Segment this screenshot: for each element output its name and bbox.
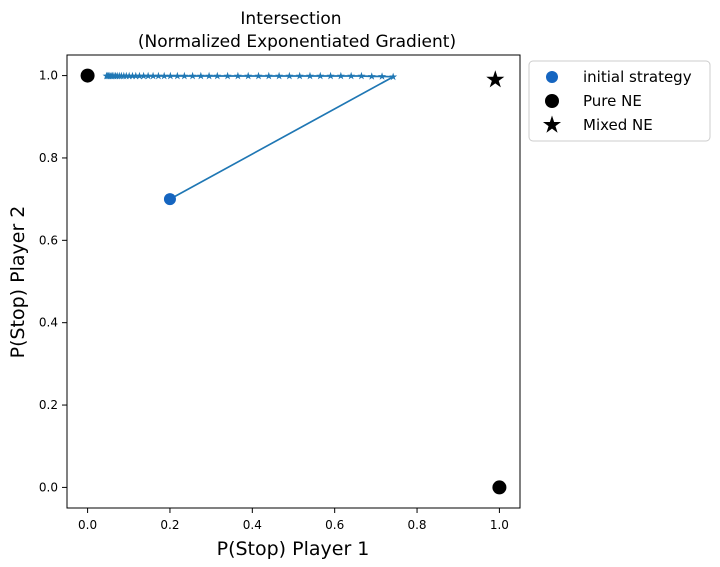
pure-ne-point <box>492 480 507 495</box>
legend-marker-mixed-ne <box>542 115 562 133</box>
trajectory-point <box>139 71 148 80</box>
legend-label-mixed-ne: Mixed NE <box>583 116 653 134</box>
y-tick-label: 0.2 <box>39 398 58 412</box>
trajectory-point <box>254 71 263 80</box>
trajectory-point <box>160 71 169 80</box>
plot-frame <box>66 54 521 509</box>
trajectory-point <box>305 71 314 80</box>
trajectory-point <box>125 71 134 80</box>
trajectory-point <box>347 71 356 80</box>
chart-title: Intersection <box>240 9 341 29</box>
trajectory-point <box>173 71 182 80</box>
trajectory-point <box>357 71 366 80</box>
trajectory-point <box>285 71 294 80</box>
pure-ne-point <box>80 68 95 83</box>
y-tick-label: 0.8 <box>39 151 58 165</box>
trajectory-point <box>336 71 345 80</box>
mixed-ne-point <box>486 70 505 88</box>
trajectory-point <box>205 71 214 80</box>
legend-marker-initial-strategy <box>546 71 558 83</box>
trajectory-point <box>144 71 153 80</box>
y-tick-label: 1.0 <box>39 69 58 83</box>
trajectory-point <box>233 71 242 80</box>
trajectory-point <box>223 71 232 80</box>
x-tick-label: 0.2 <box>160 518 179 532</box>
trajectory-point <box>180 71 189 80</box>
x-tick-label: 0.4 <box>243 518 262 532</box>
legend-frame <box>528 60 711 142</box>
trajectory-point <box>295 71 304 80</box>
y-tick-label: 0.4 <box>39 316 58 330</box>
data-marks <box>80 68 507 495</box>
chart-subtitle: (Normalized Exponentiated Gradient) <box>138 32 456 52</box>
plot-area: 0.0 0.2 0.4 0.6 0.8 1.0 0.0 0.2 0.4 0.6 0.8 1.0 <box>39 54 521 532</box>
trajectory-line <box>106 75 397 200</box>
y-tick-label: 0.6 <box>39 233 58 247</box>
legend-label-initial-strategy: initial strategy <box>583 68 692 86</box>
trajectory-point <box>128 71 137 80</box>
axis-ticks: 0.0 0.2 0.4 0.6 0.8 1.0 0.0 0.2 0.4 0.6 0.8 1.0 <box>39 69 509 532</box>
x-axis-label: P(Stop) Player 1 <box>217 538 370 560</box>
trajectory-point <box>166 71 175 80</box>
trajectory-point <box>264 71 273 80</box>
x-tick-label: 0.6 <box>325 518 344 532</box>
trajectory-point <box>316 71 325 80</box>
trajectory-point <box>275 71 284 80</box>
legend: initial strategy Pure NE Mixed NE <box>528 60 711 142</box>
trajectory-point <box>367 72 376 80</box>
y-axis-label: P(Stop) Player 2 <box>7 206 29 359</box>
x-tick-label: 0.8 <box>407 518 426 532</box>
legend-marker-pure-ne <box>545 94 559 108</box>
trajectory-point <box>378 72 387 80</box>
trajectory-point <box>213 71 222 80</box>
trajectory-point <box>244 71 253 80</box>
initial-strategy-point <box>163 193 176 206</box>
legend-label-pure-ne: Pure NE <box>583 92 642 110</box>
trajectory-point <box>326 71 335 80</box>
trajectory-point <box>154 71 163 80</box>
trajectory-point <box>149 71 158 80</box>
trajectory-point <box>102 71 111 80</box>
trajectory-point <box>131 71 140 80</box>
x-tick-label: 0.0 <box>78 518 97 532</box>
x-tick-label: 1.0 <box>490 518 509 532</box>
trajectory-point <box>135 71 144 80</box>
trajectory-point <box>188 71 197 80</box>
trajectory-point <box>196 71 205 80</box>
y-tick-label: 0.0 <box>39 480 58 494</box>
trajectory-point <box>389 72 398 81</box>
